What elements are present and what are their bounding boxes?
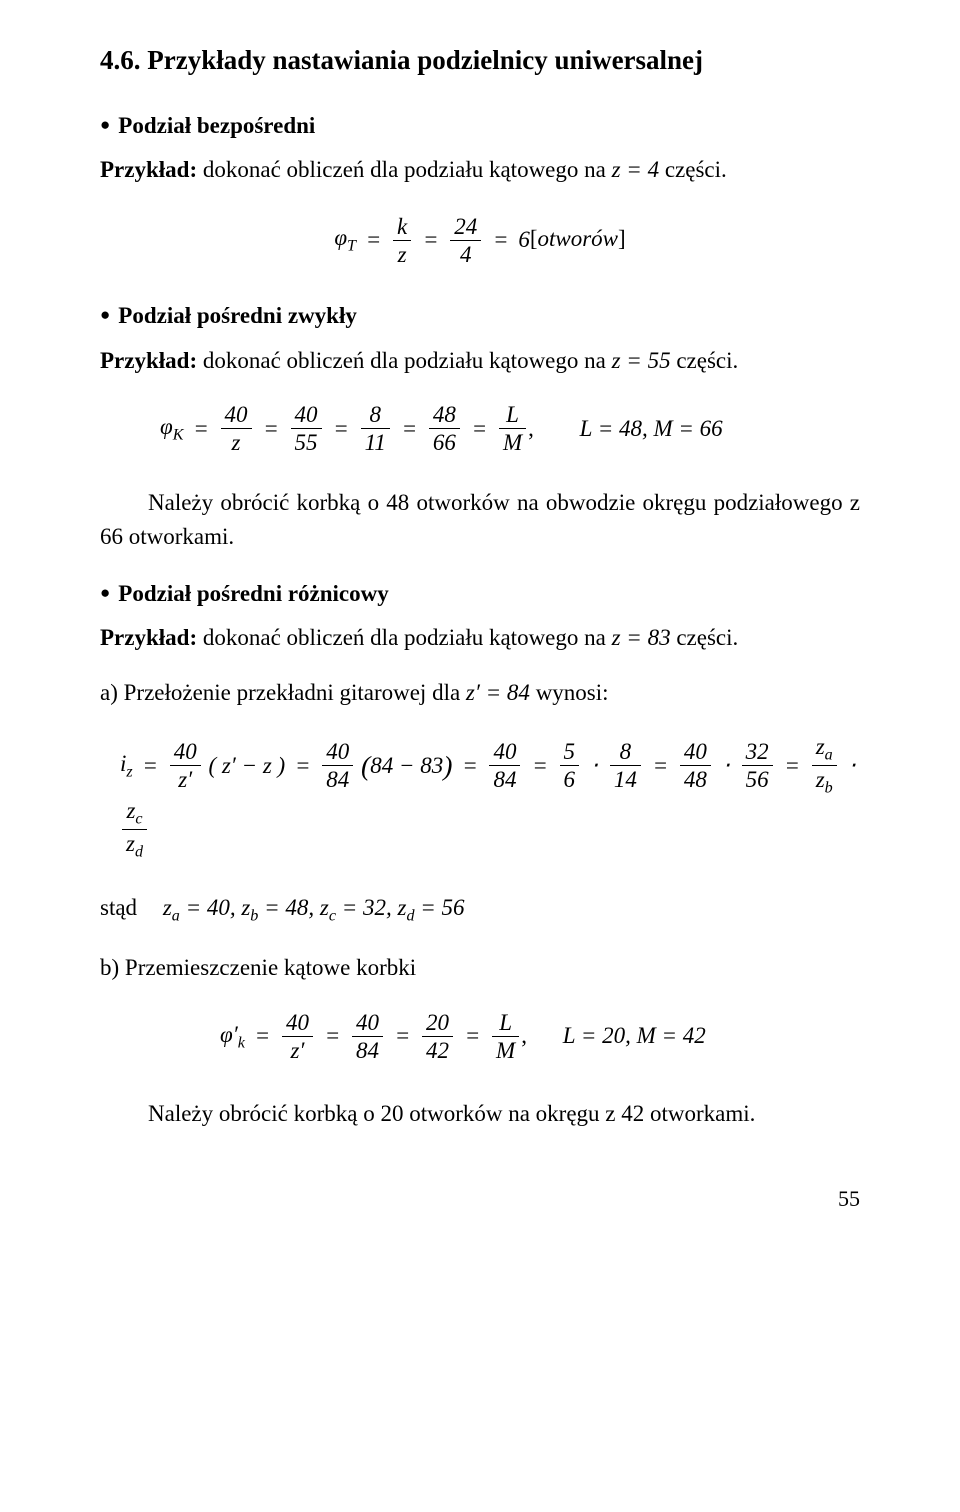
b-line: b) Przemieszczenie kątowe korbki [100,951,860,986]
parts-word: części. [671,348,739,373]
stad-label: stąd [100,895,137,920]
example-label: Przykład: [100,625,197,650]
parts-word: części. [671,625,739,650]
bullet-icon: ● [100,299,110,331]
example-text: dokonać obliczeń dla podziału kątowego n… [197,348,612,373]
example-text: dokonać obliczeń dla podziału kątowego n… [197,625,612,650]
paren-expr: 84 − 83 [370,749,443,784]
sub-z: z [126,764,132,781]
bullet-icon: ● [100,577,110,609]
bullet-podzial-posredni-zwykly: ● Podział pośredni zwykły [100,299,860,334]
example-label: Przykład: [100,348,197,373]
frac-24-4: 244 [448,214,483,268]
example-label: Przykład: [100,157,197,182]
otworow: otworów [537,226,618,251]
z-expr: z = 83 [612,625,671,650]
sub-K: K [173,427,184,444]
phi: φ [160,414,173,439]
example-text: dokonać obliczeń dla podziału kątowego n… [197,157,612,182]
parts-word: części. [659,157,727,182]
bullet-podzial-roznicowy: ● Podział pośredni różnicowy [100,577,860,612]
equation-iz: iz = 40z′ ( z′ − z ) = 4084 (84 − 83) = … [120,734,860,861]
frac-kz: kz [391,214,413,268]
bullet-title: Podział bezpośredni [118,109,315,144]
phi-prime: φ′ [220,1022,238,1047]
sub-k: k [238,1034,245,1051]
sub-T: T [347,238,356,255]
diff-paren: ( z′ − z ) [208,749,285,784]
bullet-podzial-bezposredni: ● Podział bezpośredni [100,109,860,144]
paragraph-s2: Należy obrócić korbką o 48 otworków na o… [100,486,860,555]
eqB-tail: L = 20, M = 42 [563,1019,706,1054]
phi: φ [334,225,347,250]
equation-phiK: φK = 40z = 4055 = 811 = 4866 = LM, L = 4… [160,402,860,456]
bullet-title: Podział pośredni zwykły [118,299,357,334]
equation-phik-prime: φ′k = 40z′ = 4084 = 2042 = LM, L = 20, M… [220,1010,860,1064]
z-expr: z = 55 [612,348,671,373]
page-number: 55 [100,1182,860,1215]
z-prime: z′ [466,680,480,705]
example-line-1: Przykład: dokonać obliczeń dla podziału … [100,153,860,188]
final-paragraph: Należy obrócić korbką o 20 otworków na o… [100,1097,860,1132]
a-line: a) Przełożenie przekładni gitarowej dla … [100,676,860,711]
example-line-3: Przykład: dokonać obliczeń dla podziału … [100,621,860,656]
a-mid: = 84 [480,680,530,705]
bullet-icon: ● [100,109,110,141]
a-prefix: a) Przełożenie przekładni gitarowej dla [100,680,466,705]
example-line-2: Przykład: dokonać obliczeń dla podziału … [100,344,860,379]
z-expr: z = 4 [612,157,659,182]
stad-line: stąd za = 40, zb = 48, zc = 32, zd = 56 [100,891,860,929]
section-heading: 4.6. Przykłady nastawiania podzielnicy u… [100,40,860,81]
equation-phiT: φT = kz = 244 = 6[otworów] [100,214,860,268]
bullet-title: Podział pośredni różnicowy [118,577,388,612]
six: 6 [518,223,530,258]
eq-tail: L = 48, M = 66 [580,412,723,447]
a-suffix: wynosi: [530,680,609,705]
